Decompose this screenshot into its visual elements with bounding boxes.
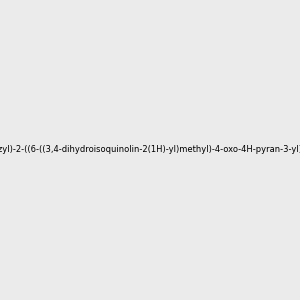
Text: N-(2-chlorobenzyl)-2-((6-((3,4-dihydroisoquinolin-2(1H)-yl)methyl)-4-oxo-4H-pyra: N-(2-chlorobenzyl)-2-((6-((3,4-dihydrois…: [0, 146, 300, 154]
